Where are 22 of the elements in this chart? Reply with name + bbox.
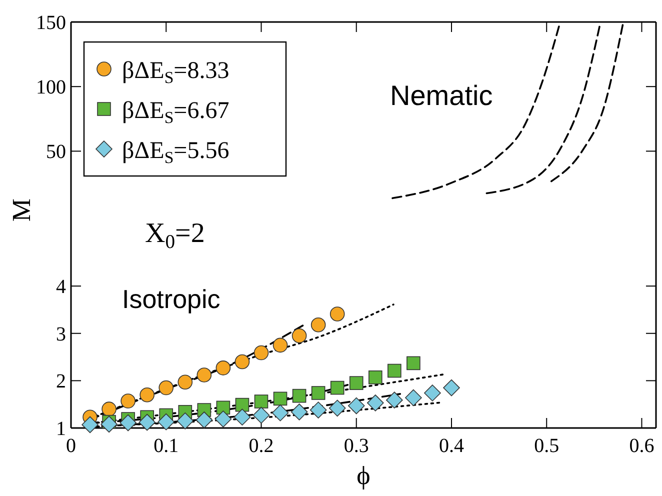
y-tick-label: 100: [36, 76, 66, 99]
x-tick-label: 0.2: [248, 435, 274, 457]
x-tick-label: 0.4: [438, 435, 464, 457]
y-tick-label: 4: [56, 276, 66, 298]
y-tick-label: 2: [56, 370, 66, 393]
x-tick-label: 0.5: [534, 435, 560, 457]
x-axis-title: ϕ: [356, 461, 370, 490]
x-tick-label: 0.1: [154, 435, 179, 457]
legend-label: βΔE$_{S}$=5.56: [122, 138, 230, 168]
x-tick-label: 0.3: [344, 435, 369, 457]
y-tick-label: 1: [56, 418, 66, 440]
annotation: Nematic: [390, 80, 493, 111]
legend-label: βΔE$_{S}$=6.67: [122, 98, 230, 128]
y-tick-label: 3: [56, 323, 66, 346]
x-tick-label: 0: [66, 435, 76, 457]
annotation: X$_{0}$=2: [145, 218, 205, 253]
legend-label: βΔE$_{S}$=8.33: [122, 58, 230, 88]
x-tick-label: 0.6: [629, 435, 654, 457]
annotation: Isotropic: [122, 284, 220, 314]
y-tick-label: 50: [46, 141, 66, 164]
y-axis-title: M: [7, 198, 36, 222]
y-tick-label: 150: [36, 12, 66, 34]
